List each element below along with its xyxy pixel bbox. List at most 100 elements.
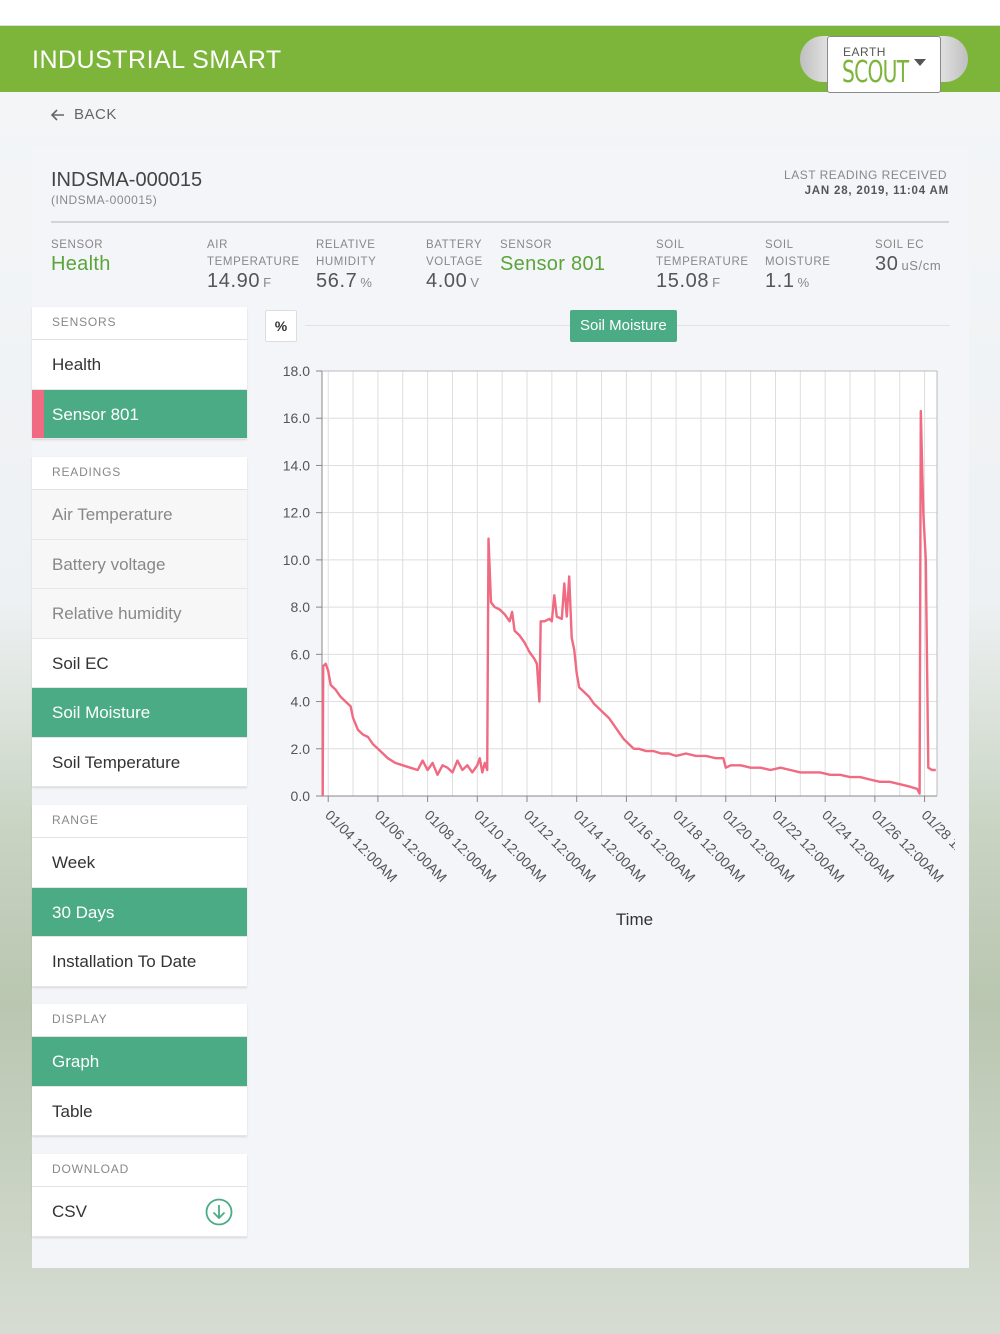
stat-value-text: 15.08: [656, 270, 710, 292]
device-id: INDSMA-000015: [51, 169, 203, 191]
stat-value-text: 56.7: [316, 270, 358, 292]
stat-label: AIR: [207, 239, 228, 251]
last-reading-value: JAN 28, 2019, 11:04 AM: [804, 185, 949, 197]
logo-earth-text: EARTH: [843, 45, 886, 59]
download-heading: DOWNLOAD: [32, 1154, 247, 1187]
stat-unit: uS/cm: [901, 258, 942, 273]
x-axis-label: Time: [616, 910, 653, 927]
y-tick-label: 14.0: [283, 457, 310, 473]
download-icon[interactable]: [205, 1198, 233, 1226]
display-item-graph[interactable]: Graph: [32, 1037, 247, 1087]
stat-label: MOISTURE: [765, 256, 831, 268]
reading-item-soil-ec[interactable]: Soil EC: [32, 638, 247, 688]
stat-unit: %: [797, 275, 810, 290]
stat-label: SENSOR: [500, 239, 553, 251]
stat-unit: F: [712, 275, 721, 290]
stat-value-text: 4.00: [426, 270, 468, 292]
stat-label: BATTERY: [426, 239, 483, 251]
stat-value: 1.1%: [765, 270, 831, 292]
y-tick-label: 8.0: [291, 599, 311, 615]
y-tick-label: 0.0: [291, 788, 311, 804]
sensors-group: SENSORS Health Sensor 801: [32, 307, 247, 439]
device-panel: INDSMA-000015 (INDSMA-000015) LAST READI…: [32, 147, 969, 1268]
stat-5: SOIL TEMPERATURE 15.08 F: [656, 237, 749, 291]
soil-moisture-chart[interactable]: 0.02.04.06.08.010.012.014.016.018.001/04…: [265, 307, 955, 927]
earthscout-logo[interactable]: EARTH SCOUT: [827, 36, 941, 93]
y-tick-label: 12.0: [283, 505, 310, 521]
stat-label: TEMPERATURE: [207, 256, 300, 268]
stat-label: TEMPERATURE: [656, 256, 749, 268]
stat-value-text: 1.1: [765, 270, 795, 292]
stat-label: HUMIDITY: [316, 256, 377, 268]
y-unit-label: %: [265, 310, 297, 342]
display-item-table[interactable]: Table: [32, 1086, 247, 1136]
download-csv-button[interactable]: CSV: [32, 1187, 247, 1237]
y-tick-label: 16.0: [283, 410, 310, 426]
readings-group: READINGS Air Temperature Battery voltage…: [32, 457, 247, 787]
stat-unit: F: [263, 275, 272, 290]
range-item-installation-to-date[interactable]: Installation To Date: [32, 937, 247, 987]
reading-item-air-temperature[interactable]: Air Temperature: [32, 490, 247, 540]
y-tick-label: 6.0: [291, 646, 311, 662]
last-reading-label: LAST READING RECEIVED: [784, 168, 947, 182]
reading-item-battery-voltage[interactable]: Battery voltage: [32, 539, 247, 589]
stat-0: SENSOR Health: [51, 237, 111, 275]
stat-value: 14.90 F: [207, 270, 300, 292]
stat-value-text: 30: [875, 253, 899, 275]
readings-heading: READINGS: [32, 457, 247, 490]
download-csv-label: CSV: [52, 1202, 87, 1221]
y-tick-label: 10.0: [283, 552, 310, 568]
divider: [51, 221, 949, 223]
stat-6: SOIL MOISTURE 1.1%: [765, 237, 831, 291]
sensor-item-label: Sensor 801: [52, 404, 139, 424]
range-item-week[interactable]: Week: [32, 838, 247, 888]
sensor-item-health[interactable]: Health: [32, 340, 247, 390]
stat-1: AIR TEMPERATURE 14.90 F: [207, 237, 300, 291]
back-button[interactable]: BACK: [50, 106, 117, 123]
display-group: DISPLAY Graph Table: [32, 1004, 247, 1136]
chart-title-badge: Soil Moisture: [570, 310, 677, 342]
stat-value: Health: [51, 253, 111, 275]
logo-scout-text: SCOUT: [842, 55, 909, 90]
y-tick-label: 18.0: [283, 363, 310, 379]
y-tick-label: 2.0: [291, 741, 311, 757]
account-switcher[interactable]: EARTH SCOUT: [800, 36, 968, 93]
series-line-soil-moisture: [321, 409, 936, 797]
stat-label: RELATIVE: [316, 239, 376, 251]
chart-area: % Soil Moisture 0.0 2.0 4.0 6.0 8.0 10.0 12.0 1…: [265, 307, 955, 927]
stat-unit: V: [470, 275, 480, 290]
range-item-30-days[interactable]: 30 Days: [32, 887, 247, 937]
device-subtitle: (INDSMA-000015): [51, 193, 158, 207]
download-group: DOWNLOAD CSV: [32, 1154, 247, 1237]
stat-value: 30 uS/cm: [875, 253, 942, 275]
stat-value-text: Sensor 801: [500, 253, 606, 275]
back-label: BACK: [74, 106, 117, 123]
stat-value-text: 14.90: [207, 270, 261, 292]
stat-label: SOIL: [656, 239, 685, 251]
stat-value: 56.7%: [316, 270, 376, 292]
reading-item-soil-temperature[interactable]: Soil Temperature: [32, 737, 247, 787]
chevron-down-icon[interactable]: [914, 59, 926, 66]
stat-7: SOIL EC 30 uS/cm: [875, 237, 941, 274]
stat-unit: %: [360, 275, 373, 290]
stat-label: VOLTAGE: [426, 256, 483, 268]
reading-item-soil-moisture[interactable]: Soil Moisture: [32, 688, 247, 738]
range-group: RANGE Week 30 Days Installation To Date: [32, 805, 247, 987]
stat-value: Sensor 801: [500, 253, 606, 275]
selected-marker: [32, 389, 44, 438]
display-heading: DISPLAY: [32, 1004, 247, 1037]
stat-label: SENSOR: [51, 239, 104, 251]
app-title: INDUSTRIAL SMART: [32, 46, 282, 74]
plot-background: [322, 371, 937, 796]
arrow-left-icon: [50, 108, 64, 121]
reading-item-relative-humidity[interactable]: Relative humidity: [32, 589, 247, 639]
stat-3: BATTERY VOLTAGE 4.00 V: [426, 237, 483, 291]
stat-value: 4.00 V: [426, 270, 483, 292]
sensor-item-sensor-801[interactable]: Sensor 801: [32, 389, 247, 439]
y-tick-label: 4.0: [291, 694, 311, 710]
sensors-heading: SENSORS: [32, 307, 247, 340]
stat-value: 15.08 F: [656, 270, 749, 292]
stat-value-text: Health: [51, 253, 111, 275]
stat-label: SOIL EC: [875, 239, 925, 251]
status-strip: [0, 0, 1000, 26]
